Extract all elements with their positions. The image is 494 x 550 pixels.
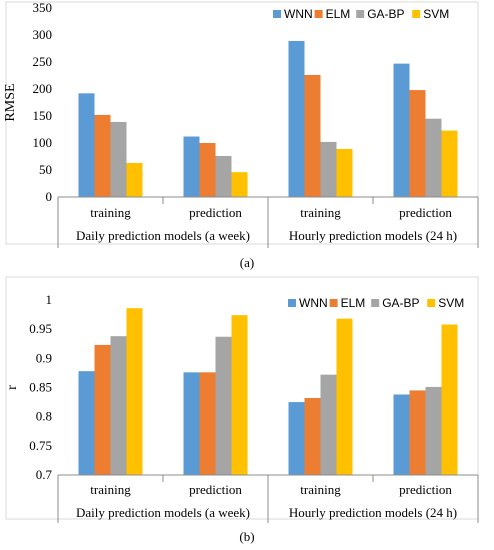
category-label: prediction: [189, 482, 242, 497]
bar-ga-bp-2: [320, 141, 337, 197]
legend-swatch-elm: [314, 10, 323, 18]
y-tick-label: 0.75: [29, 438, 52, 453]
bar-wnn-0: [78, 371, 95, 475]
bar-ga-bp-3: [425, 386, 442, 475]
category-label: training: [300, 205, 341, 220]
bar-ga-bp-3: [425, 118, 442, 197]
y-tick-label: 350: [33, 0, 53, 15]
y-tick-label: 0.95: [29, 321, 52, 336]
y-tick-label: 150: [33, 108, 53, 123]
bar-wnn-1: [183, 136, 200, 197]
y-tick-label: 0.8: [36, 409, 52, 424]
bar-svm-2: [336, 148, 353, 197]
legend-label: ELM: [341, 296, 366, 310]
bar-ga-bp-0: [110, 336, 127, 475]
legend-label: GA-BP: [382, 296, 419, 310]
bar-ga-bp-1: [215, 336, 232, 475]
category-label: training: [90, 482, 131, 497]
bar-ga-bp-1: [215, 155, 232, 197]
legend-label: SVM: [423, 7, 449, 21]
figure-caption: (b): [239, 529, 254, 544]
bar-svm-1: [231, 315, 248, 475]
y-tick-label: 100: [33, 135, 53, 150]
bar-elm-2: [304, 74, 321, 197]
legend-swatch-ga-bp: [371, 299, 380, 307]
y-tick-label: 0.9: [36, 350, 52, 365]
legend-label: GA-BP: [367, 7, 404, 21]
bar-elm-0: [94, 344, 111, 475]
legend-swatch-svm: [412, 10, 421, 18]
y-tick-label: 200: [33, 81, 53, 96]
rmse-chart: 0 50 100 150 200 250 300 350 RMSE training predict…: [3, 0, 479, 270]
legend-swatch-svm: [427, 299, 436, 307]
bar-svm-2: [336, 318, 353, 475]
legend-label: ELM: [326, 7, 351, 21]
y-tick-label: 0.85: [29, 380, 52, 395]
bar-svm-1: [231, 172, 248, 197]
bar-wnn-2: [288, 40, 305, 197]
legend-label: WNN: [284, 7, 313, 21]
category-label: training: [90, 205, 131, 220]
bar-ga-bp-2: [320, 374, 337, 475]
y-axis-title: r: [5, 385, 20, 390]
bar-wnn-2: [288, 402, 305, 475]
bar-svm-3: [441, 324, 458, 475]
legend-label: WNN: [299, 296, 328, 310]
category-label: training: [300, 482, 341, 497]
legend-swatch-elm: [329, 299, 338, 307]
bar-svm-0: [126, 308, 143, 475]
group-label: Daily prediction models (a week): [76, 505, 250, 520]
bar-wnn-1: [183, 372, 200, 475]
bar-wnn-3: [393, 63, 410, 198]
y-tick-label: 0.7: [36, 467, 53, 482]
bar-elm-1: [199, 372, 216, 475]
bar-elm-0: [94, 114, 111, 197]
legend-swatch-wnn: [273, 10, 281, 18]
group-label: Hourly prediction models (24 h): [289, 505, 457, 520]
bar-svm-3: [441, 130, 458, 197]
bar-ga-bp-0: [110, 121, 127, 197]
bar-elm-2: [304, 398, 321, 475]
figure-caption: (a): [240, 255, 254, 270]
group-label: Daily prediction models (a week): [76, 228, 250, 243]
y-axis-title: RMSE: [3, 83, 18, 121]
y-tick-label: 250: [33, 54, 53, 69]
y-tick-label: 300: [33, 27, 53, 42]
legend-swatch-wnn: [288, 299, 296, 307]
category-label: prediction: [399, 482, 452, 497]
group-label: Hourly prediction models (24 h): [289, 228, 457, 243]
category-label: prediction: [399, 205, 452, 220]
category-label: prediction: [189, 205, 242, 220]
bar-wnn-3: [393, 394, 410, 475]
bar-elm-3: [409, 90, 426, 197]
y-tick-label: 1: [46, 292, 53, 307]
y-tick-label: 0: [46, 189, 53, 204]
y-tick-label: 50: [39, 162, 52, 177]
legend-swatch-ga-bp: [356, 10, 365, 18]
bar-svm-0: [126, 162, 143, 197]
correlation-chart: 0.7 0.75 0.8 0.85 0.9 0.95 1 r training predictio…: [5, 276, 479, 544]
bar-elm-3: [409, 390, 426, 475]
bar-elm-1: [199, 143, 216, 197]
legend-label: SVM: [438, 296, 464, 310]
bar-wnn-0: [78, 93, 95, 197]
